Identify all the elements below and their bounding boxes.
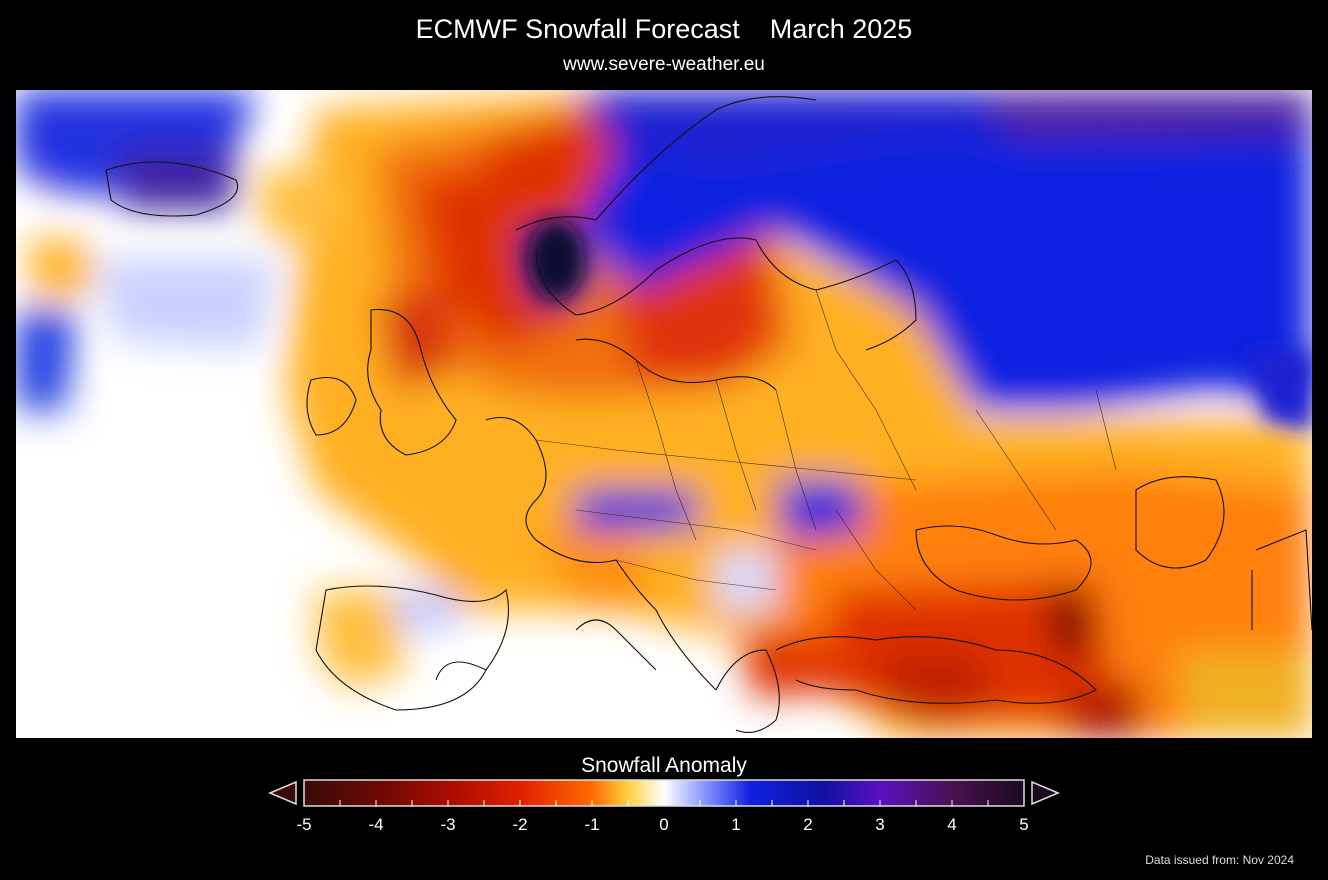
country-borders — [535, 289, 1117, 611]
tick-label: 3 — [875, 815, 885, 834]
tick-label: 4 — [947, 815, 957, 834]
tick-label: 0 — [659, 815, 669, 834]
colorbar-max-extend — [1031, 780, 1060, 806]
tick-label: 1 — [731, 815, 741, 834]
tick-label: 2 — [803, 815, 813, 834]
tick-label: -1 — [584, 815, 600, 834]
snowfall-anomaly-map — [16, 90, 1312, 738]
legend-title: Snowfall Anomaly — [581, 754, 747, 777]
tick-label: 5 — [1019, 815, 1029, 834]
colorbar — [268, 779, 1060, 807]
source-url: www.severe-weather.eu — [563, 54, 765, 75]
tick-label: -5 — [296, 815, 312, 834]
colorbar-min-extend — [268, 780, 297, 806]
data-issued-note: Data issued from: Nov 2024 — [1145, 853, 1294, 867]
tick-label: -4 — [368, 815, 384, 834]
coastlines — [105, 96, 1312, 733]
anomaly-field — [16, 90, 1312, 738]
tick-label: -2 — [512, 815, 528, 834]
map-title: ECMWF Snowfall Forecast March 2025 — [415, 14, 913, 44]
tick-label: -3 — [440, 815, 456, 834]
